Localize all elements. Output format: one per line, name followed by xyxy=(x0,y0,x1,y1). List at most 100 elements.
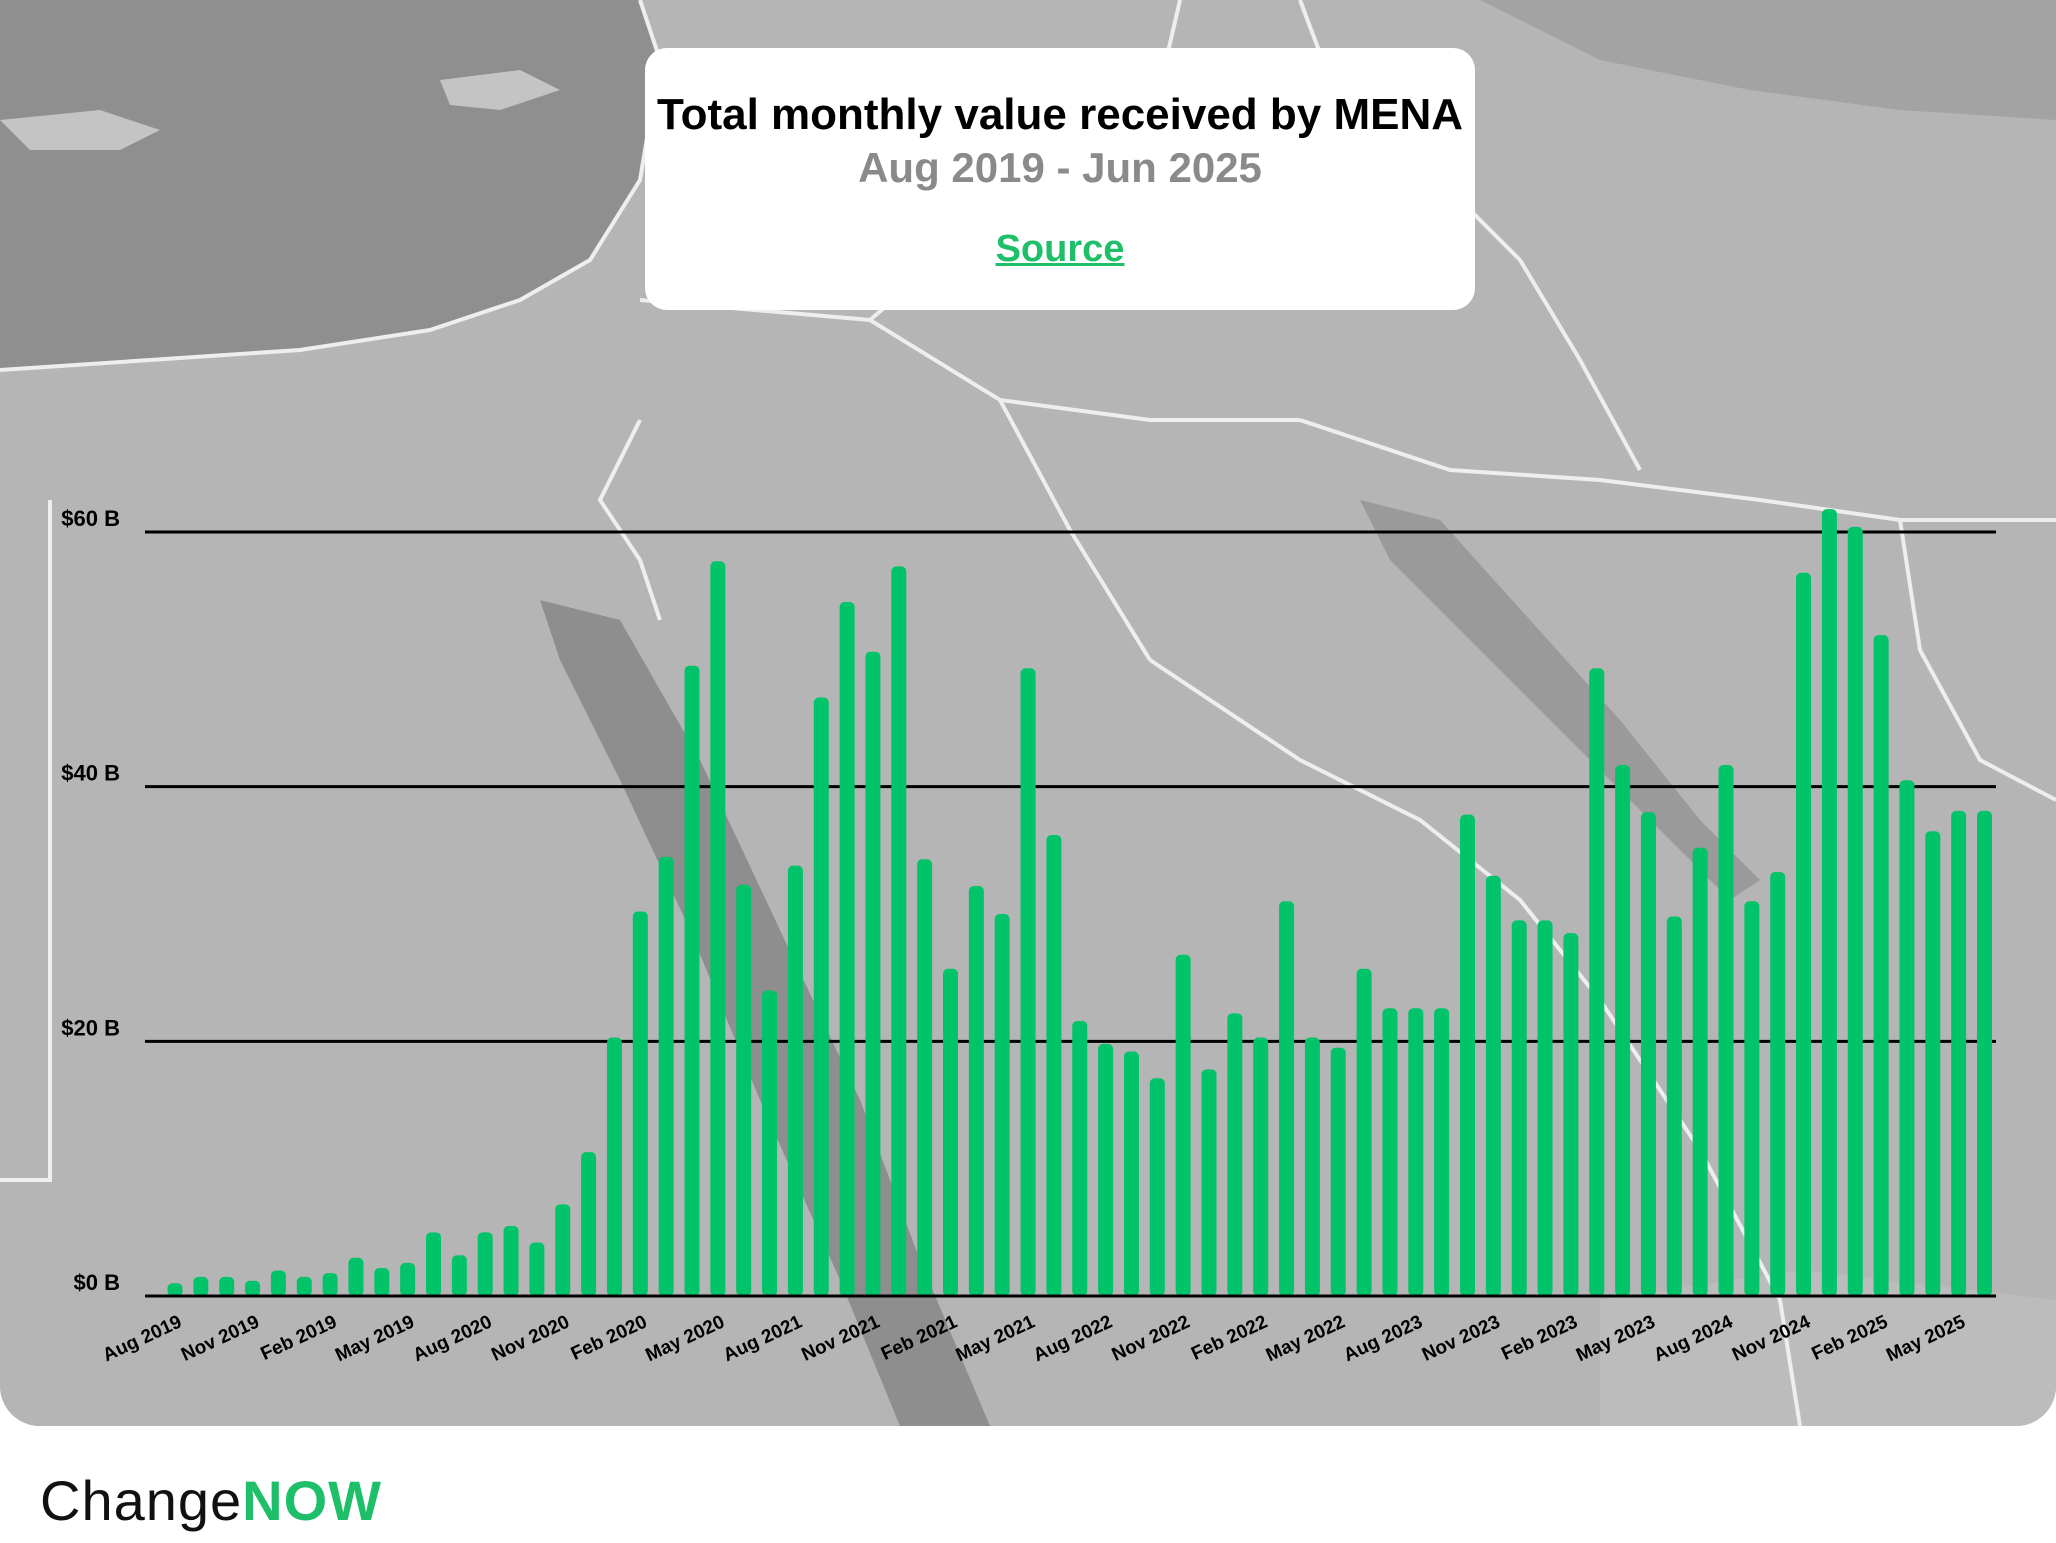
bar xyxy=(865,651,881,1296)
x-tick-label: Aug 2024 xyxy=(1651,1311,1737,1366)
bar xyxy=(1796,572,1812,1296)
bar xyxy=(710,561,726,1296)
bar xyxy=(1847,526,1863,1296)
bar xyxy=(1692,847,1708,1296)
logo-text-change: Change xyxy=(40,1469,243,1532)
bar xyxy=(917,859,933,1296)
bar xyxy=(632,911,648,1296)
bar xyxy=(348,1257,364,1296)
bar xyxy=(426,1232,441,1296)
bar xyxy=(1020,668,1036,1296)
bar xyxy=(451,1255,467,1296)
bar xyxy=(787,865,803,1296)
bar xyxy=(503,1225,519,1296)
bar xyxy=(1744,901,1760,1296)
chart-title: Total monthly value received by MENA xyxy=(656,90,1464,139)
bar xyxy=(1304,1037,1320,1296)
bar xyxy=(1640,812,1656,1296)
x-tick-label: Feb 2025 xyxy=(1809,1311,1892,1365)
x-tick-label: Aug 2021 xyxy=(720,1311,806,1366)
bar xyxy=(374,1267,390,1296)
x-tick-label: May 2021 xyxy=(953,1311,1039,1366)
bar xyxy=(1072,1020,1088,1296)
bar xyxy=(1460,814,1475,1296)
title-card: Total monthly value received by MENA Aug… xyxy=(645,48,1475,310)
bar xyxy=(1434,1008,1450,1296)
bar xyxy=(1123,1051,1139,1296)
bar xyxy=(891,566,907,1296)
bar xyxy=(529,1242,545,1296)
logo-text-now: NOW xyxy=(242,1469,383,1532)
bar xyxy=(813,697,829,1296)
bar xyxy=(1511,920,1527,1296)
x-tick-label: Aug 2022 xyxy=(1030,1311,1115,1366)
y-tick-label: $60 B xyxy=(61,506,120,531)
x-tick-label: May 2020 xyxy=(642,1311,727,1366)
bar xyxy=(1589,668,1605,1296)
x-tick-label: Aug 2020 xyxy=(410,1311,495,1366)
bar xyxy=(1666,916,1682,1296)
x-tick-label: May 2023 xyxy=(1573,1311,1658,1366)
y-tick-label: $40 B xyxy=(61,761,120,786)
bar xyxy=(658,856,674,1296)
bar xyxy=(1485,875,1501,1296)
bar xyxy=(684,665,700,1296)
bar xyxy=(762,990,778,1296)
bar xyxy=(943,968,958,1296)
bar xyxy=(1951,810,1967,1296)
bar xyxy=(1149,1078,1165,1296)
bar xyxy=(1330,1047,1346,1296)
bar xyxy=(167,1283,183,1296)
changenow-logo: ChangeNOW xyxy=(40,1468,382,1533)
bar xyxy=(1537,920,1553,1296)
bar xyxy=(193,1276,209,1296)
bar xyxy=(606,1037,622,1296)
chart-subtitle: Aug 2019 - Jun 2025 xyxy=(858,144,1262,191)
x-tick-label: May 2022 xyxy=(1263,1311,1348,1366)
source-link[interactable]: Source xyxy=(995,228,1125,270)
bar xyxy=(1615,765,1631,1296)
x-tick-label: Nov 2021 xyxy=(799,1311,884,1365)
bar xyxy=(839,602,855,1296)
bar xyxy=(1408,1008,1424,1296)
x-tick-label: Feb 2020 xyxy=(568,1311,651,1364)
bar xyxy=(555,1204,571,1296)
bar xyxy=(1253,1037,1269,1296)
bar xyxy=(1925,831,1941,1296)
bar xyxy=(1098,1043,1114,1296)
x-tick-label: Nov 2022 xyxy=(1109,1311,1194,1365)
x-tick-label: Aug 2023 xyxy=(1340,1311,1425,1366)
bar xyxy=(1821,509,1837,1297)
bar xyxy=(1770,871,1786,1296)
bar xyxy=(1356,968,1372,1296)
bar xyxy=(1718,765,1734,1296)
x-tick-label: Feb 2023 xyxy=(1498,1311,1581,1364)
bar xyxy=(1046,835,1062,1296)
bar xyxy=(296,1276,312,1296)
bar xyxy=(245,1280,261,1296)
bar xyxy=(400,1262,416,1296)
x-tick-label: Nov 2023 xyxy=(1419,1311,1504,1365)
bar xyxy=(1201,1069,1217,1296)
x-tick-label: Aug 2019 xyxy=(100,1311,185,1366)
bar xyxy=(1899,780,1915,1296)
bar xyxy=(1227,1013,1243,1296)
bar xyxy=(219,1276,235,1296)
bar xyxy=(270,1270,286,1296)
x-tick-label: May 2025 xyxy=(1883,1311,1969,1366)
x-tick-label: Nov 2024 xyxy=(1729,1311,1814,1365)
y-tick-label: $20 B xyxy=(61,1015,120,1040)
x-tick-label: Feb 2021 xyxy=(878,1311,961,1365)
bar xyxy=(736,884,752,1296)
x-tick-label: May 2019 xyxy=(332,1311,417,1366)
bar xyxy=(1279,901,1295,1296)
bar xyxy=(1175,954,1191,1296)
x-tick-label: Nov 2019 xyxy=(178,1311,263,1365)
x-tick-label: Feb 2022 xyxy=(1188,1311,1271,1364)
bar xyxy=(1977,810,1992,1296)
bar xyxy=(994,914,1010,1296)
bar xyxy=(581,1152,597,1296)
bar xyxy=(322,1273,338,1296)
x-tick-label: Nov 2020 xyxy=(488,1311,573,1365)
